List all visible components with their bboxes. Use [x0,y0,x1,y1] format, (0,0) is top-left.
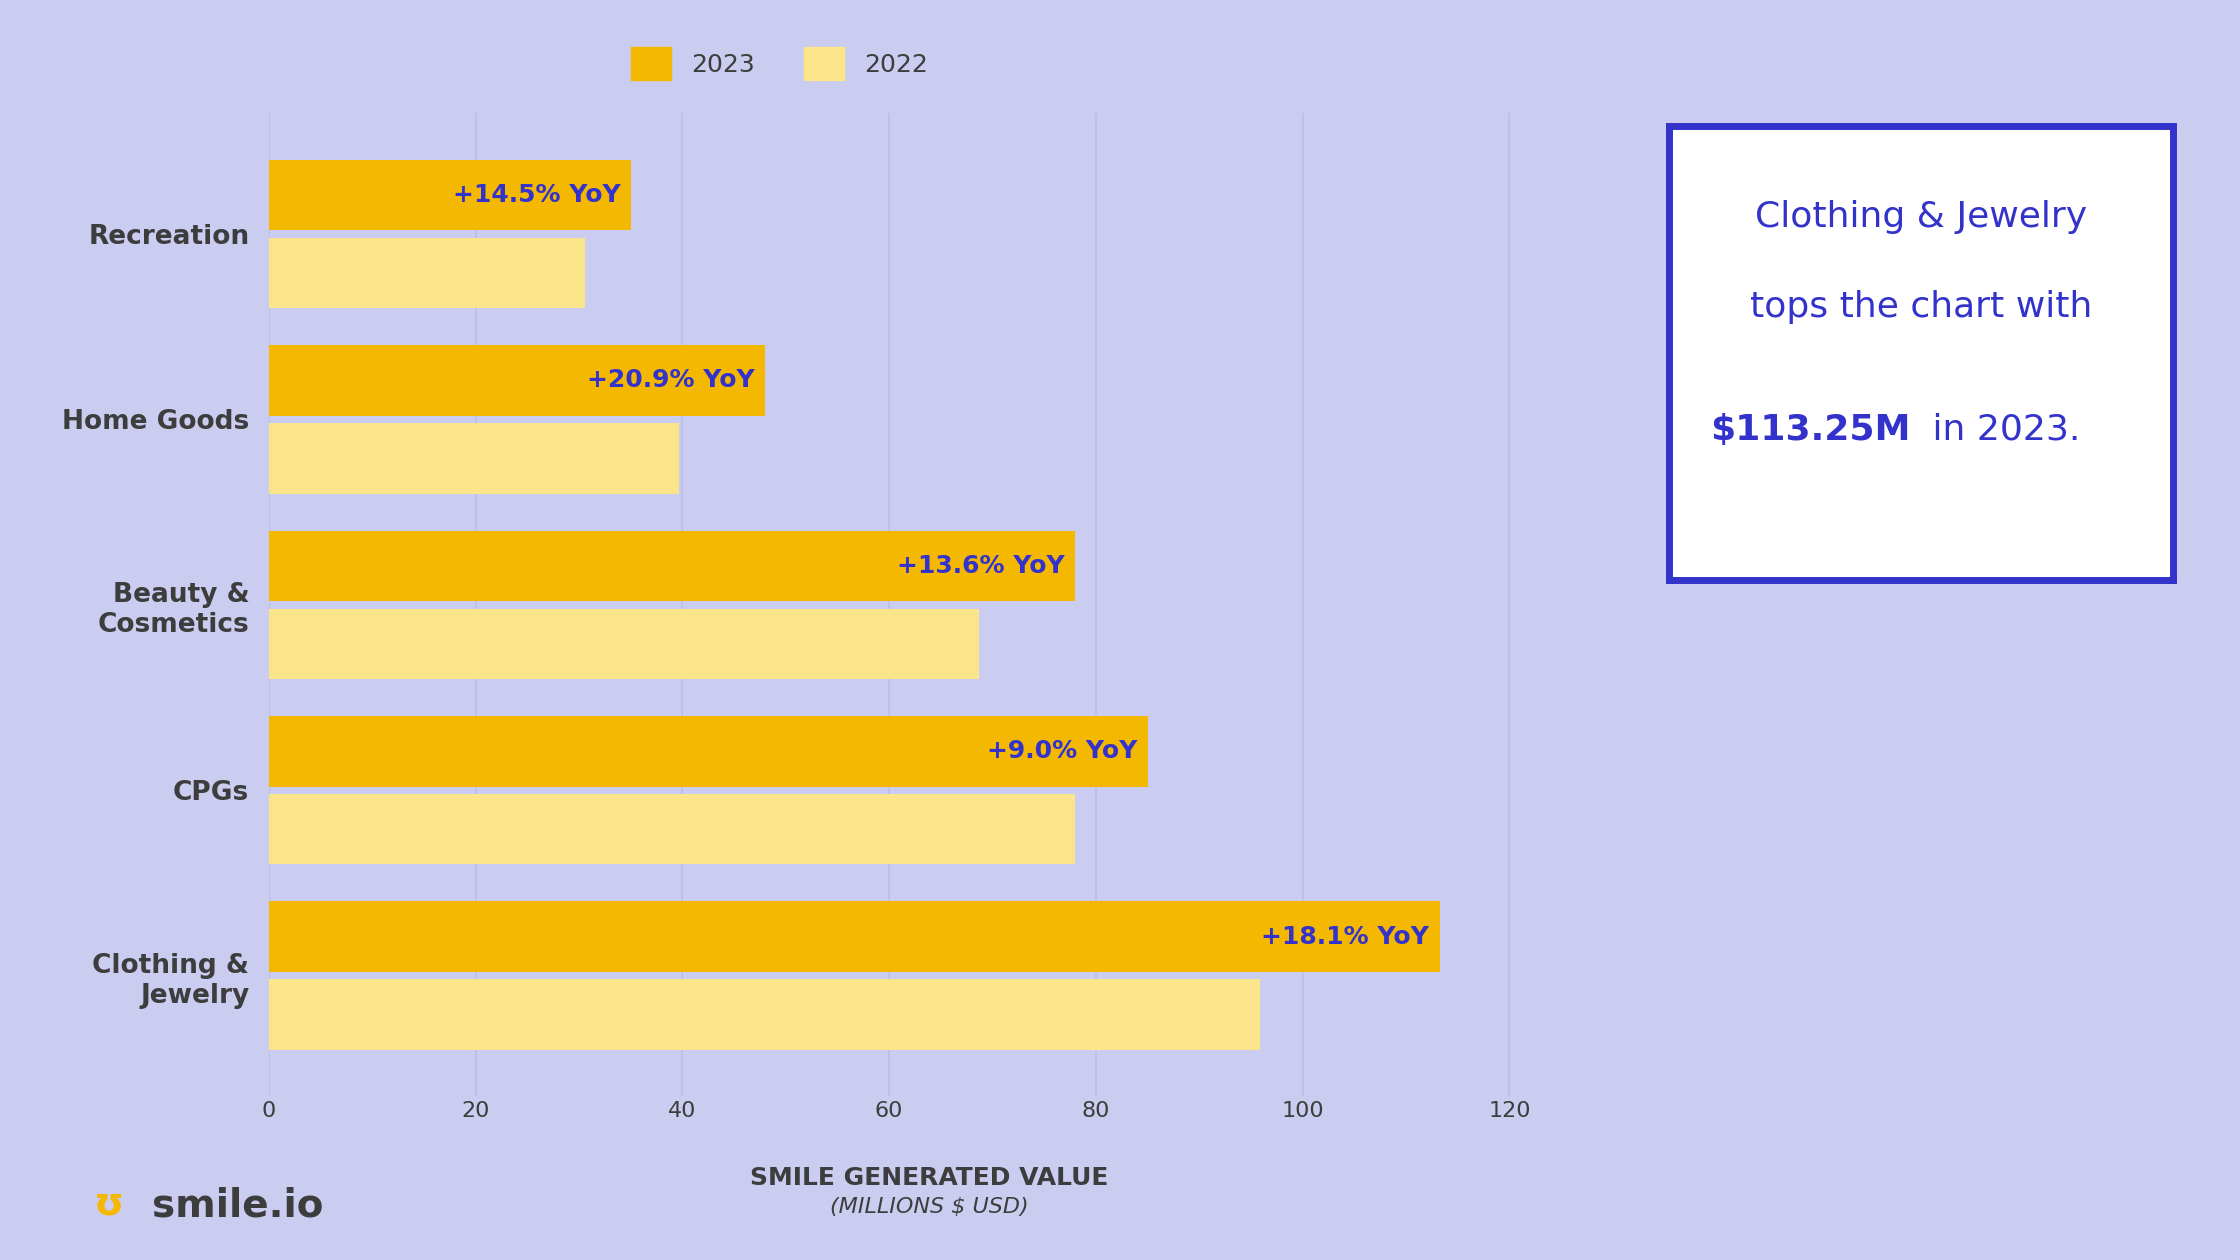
Text: tops the chart with: tops the chart with [1749,291,2092,324]
Bar [269,609,979,679]
Text: $113.25M: $113.25M [1709,413,1911,447]
Bar [269,160,632,231]
Text: SMILE GENERATED VALUE: SMILE GENERATED VALUE [750,1166,1109,1191]
Bar [269,238,585,309]
Text: +14.5% YoY: +14.5% YoY [452,183,620,207]
Bar [269,345,766,416]
Legend: 2023, 2022: 2023, 2022 [620,38,939,89]
Text: in 2023.: in 2023. [1920,413,2081,447]
Text: ʊ: ʊ [94,1184,123,1222]
Text: +9.0% YoY: +9.0% YoY [988,740,1138,764]
Text: smile.io: smile.io [152,1187,325,1225]
Bar [269,423,679,494]
Text: (MILLIONS $ USD): (MILLIONS $ USD) [831,1197,1028,1217]
Bar [269,794,1075,864]
Bar [269,901,1440,971]
Bar [269,979,1261,1050]
Text: Clothing & Jewelry: Clothing & Jewelry [1754,200,2088,233]
Text: +20.9% YoY: +20.9% YoY [587,368,755,392]
Text: +13.6% YoY: +13.6% YoY [896,554,1064,578]
Bar [269,716,1147,786]
Text: +18.1% YoY: +18.1% YoY [1261,925,1429,949]
Bar [269,530,1075,601]
